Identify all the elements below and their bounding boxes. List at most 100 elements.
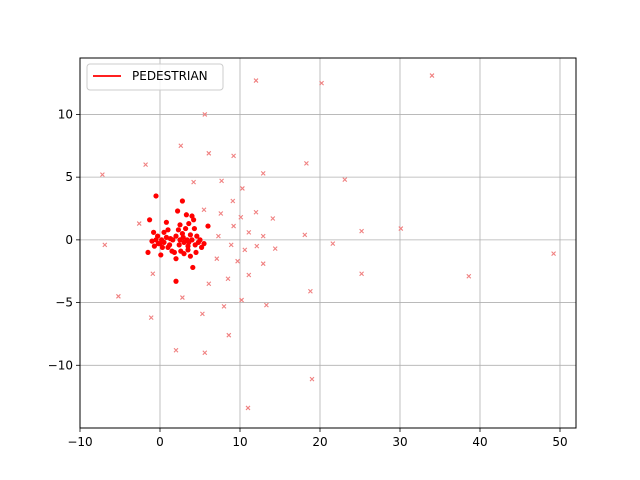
pedestrian-point <box>180 234 186 240</box>
pedestrian-point <box>205 223 211 229</box>
cross-point <box>254 243 260 249</box>
pedestrian-point <box>175 227 181 233</box>
pedestrian-point <box>199 244 205 250</box>
pedestrian-point <box>191 217 197 223</box>
pedestrian-point <box>147 217 153 223</box>
pedestrian-point <box>193 249 199 256</box>
cross-point <box>359 271 364 277</box>
pedestrian-point <box>191 225 197 232</box>
cross-point <box>264 302 269 308</box>
pedestrian-point <box>176 242 182 248</box>
pedestrian-point <box>149 238 155 244</box>
legend-label-pedestrian: PEDESTRIAN <box>132 69 208 83</box>
cross-point <box>309 376 315 382</box>
pedestrian-point <box>163 234 169 240</box>
cross-point <box>173 347 179 353</box>
cross-point <box>359 228 364 234</box>
pedestrian-point <box>197 237 203 243</box>
cross-point <box>342 177 348 183</box>
x-tick-label: 0 <box>156 435 164 449</box>
cross-point <box>202 112 208 117</box>
cross-point <box>226 332 232 338</box>
cross-point <box>136 221 142 226</box>
pedestrian-point <box>187 232 193 238</box>
y-tick-label: 5 <box>65 170 73 184</box>
cross-point <box>242 247 248 253</box>
cross-point <box>253 209 259 215</box>
cross-point <box>319 80 324 86</box>
pedestrian-point <box>161 239 167 245</box>
pedestrian-point <box>161 229 167 235</box>
y-tick-label: −5 <box>55 296 73 310</box>
cross-point <box>551 251 556 257</box>
pedestrian-point <box>187 253 193 259</box>
cross-point <box>398 226 404 231</box>
pedestrian-point <box>173 278 179 284</box>
cross-point <box>270 216 276 221</box>
pedestrian-point <box>170 237 176 243</box>
pedestrian-point <box>179 198 185 204</box>
x-tick-label: −10 <box>67 435 92 449</box>
cross-point <box>225 276 231 282</box>
cross-point <box>201 207 207 213</box>
cross-point <box>260 233 266 239</box>
cross-point <box>260 261 266 267</box>
x-tick-label: 20 <box>312 435 327 449</box>
pedestrian-point <box>163 219 169 225</box>
y-tick-label: 0 <box>65 233 73 247</box>
x-tick-label: 10 <box>232 435 247 449</box>
cross-point <box>216 233 221 239</box>
cross-point <box>206 281 212 287</box>
pedestrian-point <box>181 251 187 257</box>
pedestrian-point <box>165 244 171 250</box>
legend: PEDESTRIAN <box>86 63 224 91</box>
cross-point <box>429 73 435 78</box>
cross-point <box>100 172 105 178</box>
x-tick-label: 30 <box>392 435 407 449</box>
cross-point <box>272 246 278 252</box>
cross-point <box>230 198 236 204</box>
cross-point <box>239 297 244 303</box>
cross-point <box>180 295 185 300</box>
x-tick-label: 40 <box>472 435 487 449</box>
cross-point <box>246 229 252 235</box>
cross-point <box>253 78 259 83</box>
cross-point <box>214 256 220 262</box>
plot-frame <box>79 57 577 429</box>
cross-point <box>206 150 212 156</box>
pedestrian-point <box>153 193 159 199</box>
cross-point <box>218 211 224 216</box>
pedestrian-point <box>177 222 183 228</box>
pedestrian-point <box>155 233 161 239</box>
cross-point <box>102 242 108 248</box>
cross-point <box>245 405 251 411</box>
cross-point <box>260 171 266 176</box>
pedestrian-point <box>173 256 179 262</box>
cross-point <box>178 143 184 149</box>
cross-point <box>308 288 313 294</box>
pedestrian-point <box>189 237 195 243</box>
cross-point <box>231 153 236 159</box>
cross-point <box>238 214 244 220</box>
y-axis-ticks: −10 −5 0 5 10 <box>48 107 80 372</box>
pedestrian-point <box>186 220 192 227</box>
cross-point <box>302 232 308 238</box>
cross-point <box>466 273 472 279</box>
pedestrian-point <box>171 249 177 256</box>
pedestrian-point <box>151 229 157 235</box>
cross-point <box>240 186 245 191</box>
pedestrian-point <box>185 247 191 253</box>
cross-point <box>228 242 234 248</box>
cross-point <box>221 303 227 309</box>
cross-point <box>150 271 156 277</box>
cross-point <box>200 311 205 317</box>
cross-point <box>246 272 252 278</box>
cross-point <box>231 223 236 229</box>
pedestrian-point <box>158 252 164 258</box>
cross-point <box>330 241 336 247</box>
pedestrian-point <box>151 243 157 249</box>
pedestrian-point <box>155 241 161 247</box>
data-points <box>100 73 556 411</box>
cross-point <box>235 258 240 264</box>
cross-point <box>202 350 208 356</box>
